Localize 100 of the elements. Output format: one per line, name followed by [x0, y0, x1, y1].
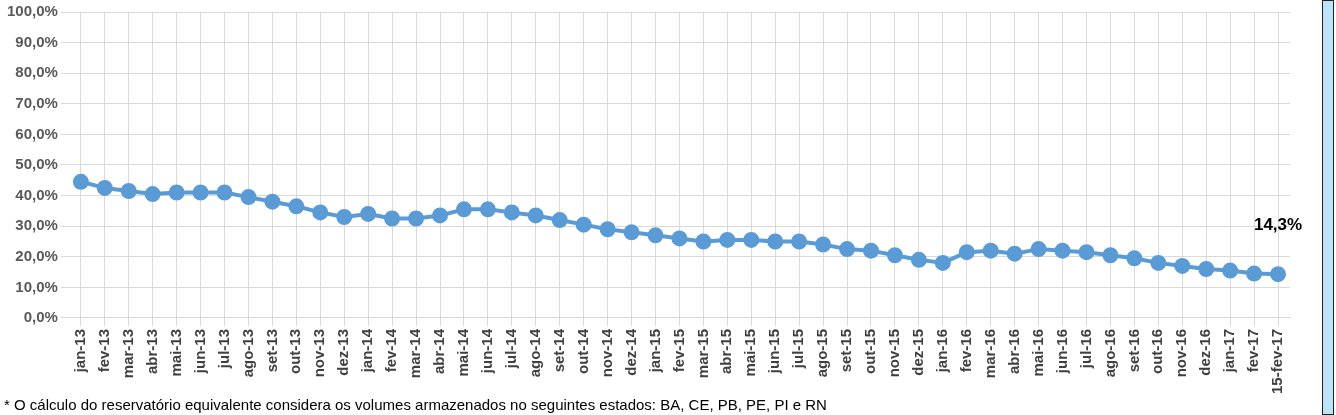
y-tick-label: 20,0% — [15, 246, 58, 264]
point — [910, 251, 927, 268]
point — [1198, 261, 1215, 278]
point — [767, 233, 784, 250]
x-tick-label: set-15 — [837, 328, 855, 373]
y-tick-label: 90,0% — [15, 32, 58, 50]
point — [1006, 245, 1023, 262]
point — [719, 231, 736, 248]
x-tick-label: out-16 — [1148, 328, 1166, 374]
point — [815, 236, 832, 253]
x-tick-label: ago-16 — [1100, 328, 1118, 378]
x-tick-label: mar-16 — [980, 328, 998, 379]
x-tick-label: mai-14 — [454, 328, 472, 377]
point — [168, 184, 185, 201]
x-tick-label: jan-13 — [70, 328, 88, 374]
point — [695, 233, 712, 250]
point — [240, 189, 257, 206]
point — [551, 212, 568, 229]
x-tick-label: abr-13 — [142, 328, 160, 374]
point — [1174, 257, 1191, 274]
x-tick-label: ago-13 — [238, 328, 256, 378]
x-tick-label: abr-15 — [717, 328, 735, 374]
point — [1078, 244, 1095, 261]
point — [1270, 266, 1287, 283]
x-tick-label: nov-16 — [1172, 328, 1190, 378]
x-tick-label: jun-14 — [478, 328, 496, 375]
x-tick-label: jun-15 — [765, 328, 783, 375]
point — [360, 205, 377, 222]
point — [192, 184, 209, 201]
x-tick-label: fev-15 — [669, 328, 687, 373]
x-tick-label: set-13 — [262, 328, 280, 373]
point — [527, 207, 544, 224]
x-tick-label: mai-15 — [741, 328, 759, 377]
x-tick-label: dez-15 — [909, 328, 927, 376]
x-tick-label: ago-15 — [813, 328, 831, 378]
point — [743, 231, 760, 248]
point — [1054, 242, 1071, 259]
point — [982, 242, 999, 259]
x-tick-label: jul-13 — [214, 328, 232, 370]
y-tick-label: 80,0% — [15, 63, 58, 81]
x-tick-label: fev-17 — [1244, 328, 1262, 373]
y-tick-label: 30,0% — [15, 216, 58, 234]
x-tick-label: mar-15 — [693, 328, 711, 379]
point — [1150, 254, 1167, 271]
x-tick-label: nov-15 — [885, 328, 903, 378]
point — [862, 242, 879, 259]
x-tick-label: out-13 — [286, 328, 304, 374]
point — [575, 216, 592, 233]
y-tick-label: 40,0% — [15, 185, 58, 203]
x-tick-label: mai-16 — [1028, 328, 1046, 377]
x-tick-label: jan-17 — [1220, 328, 1238, 374]
x-tick-label: set-14 — [549, 328, 567, 373]
point — [312, 204, 329, 221]
x-tick-label: fev-16 — [956, 328, 974, 373]
x-tick-label: jul-16 — [1076, 328, 1094, 370]
point — [1102, 247, 1119, 264]
x-tick-label: nov-13 — [310, 328, 328, 378]
point — [144, 186, 161, 203]
x-tick-label: jan-14 — [358, 328, 376, 374]
x-tick-label: set-16 — [1124, 328, 1142, 373]
x-tick-label: nov-14 — [597, 328, 615, 378]
y-tick-label: 100,0% — [7, 2, 58, 20]
point — [599, 221, 616, 238]
point — [384, 210, 401, 227]
point — [408, 210, 425, 227]
point — [1246, 265, 1263, 282]
x-tick-label: dez-13 — [334, 328, 352, 376]
data-label: 14,3% — [1253, 215, 1303, 235]
point — [623, 224, 640, 241]
x-tick-label: dez-16 — [1196, 328, 1214, 376]
y-tick-label: 60,0% — [15, 124, 58, 142]
y-tick-label: 0,0% — [23, 308, 58, 326]
point — [264, 193, 281, 210]
point — [839, 241, 856, 258]
x-tick-label: out-15 — [861, 328, 879, 374]
point — [791, 233, 808, 250]
x-tick-label: ago-14 — [525, 328, 543, 378]
point — [288, 198, 305, 215]
x-tick-label: jul-14 — [501, 328, 519, 370]
y-tick-label: 50,0% — [15, 155, 58, 173]
point — [1126, 250, 1143, 267]
point — [216, 184, 233, 201]
point — [647, 227, 664, 244]
x-tick-label: out-14 — [573, 328, 591, 374]
x-tick-label: fev-14 — [382, 328, 400, 373]
x-tick-label: 15-fev-17 — [1268, 328, 1286, 395]
x-tick-label: mai-13 — [166, 328, 184, 377]
point — [455, 201, 472, 218]
point — [336, 208, 353, 225]
point — [503, 204, 520, 221]
x-tick-label: mar-13 — [118, 328, 136, 379]
point — [886, 247, 903, 264]
x-tick-label: jul-15 — [789, 328, 807, 370]
x-tick-label: dez-14 — [621, 328, 639, 376]
x-tick-label: abr-14 — [430, 328, 448, 374]
x-tick-label: fev-13 — [94, 328, 112, 373]
x-tick-label: mar-14 — [406, 328, 424, 379]
point — [120, 182, 137, 199]
y-tick-label: 70,0% — [15, 93, 58, 111]
x-tick-label: abr-16 — [1004, 328, 1022, 374]
